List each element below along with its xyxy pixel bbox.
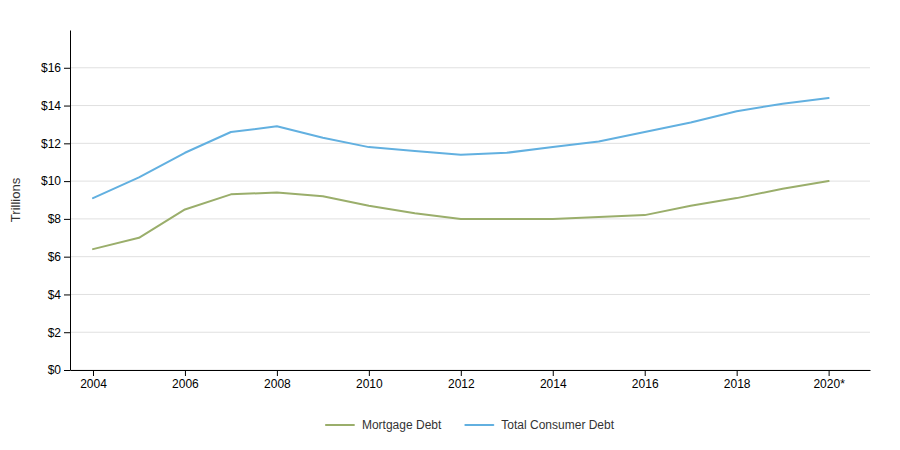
y-tick-label: $14	[41, 99, 61, 113]
y-tick: $14	[41, 99, 70, 113]
y-tick: $0	[48, 363, 70, 377]
plot: 200420062008201020122014201620182020*$0$…	[8, 31, 871, 391]
x-tick: 2020*	[813, 370, 845, 391]
series-line	[93, 181, 829, 249]
grid-line	[70, 294, 870, 295]
y-tick-mark	[64, 143, 70, 144]
y-axis-title: Trillions	[8, 177, 23, 222]
x-tick: 2014	[540, 370, 567, 391]
y-tick-label: $0	[48, 363, 62, 377]
series-group	[93, 98, 829, 249]
y-axis-line	[70, 31, 71, 371]
legend-item: Mortgage Debt	[326, 418, 442, 432]
y-tick-mark	[64, 181, 70, 182]
x-tick-label: 2018	[724, 377, 751, 391]
chart: 200420062008201020122014201620182020*$0$…	[0, 0, 900, 450]
y-tick: $16	[41, 61, 70, 75]
y-tick: $8	[48, 212, 70, 226]
x-tick: 2006	[172, 370, 199, 391]
y-tick-mark	[64, 294, 70, 295]
legend-label: Mortgage Debt	[362, 418, 442, 432]
x-axis-line	[71, 370, 871, 371]
y-axis: $0 $2 $4 $6 $8 $10 $12 $14 $16	[41, 31, 71, 378]
y-tick: $2	[48, 326, 70, 340]
x-tick-label: 2012	[448, 377, 475, 391]
x-tick: 2012	[448, 370, 475, 391]
x-tick: 2010	[356, 370, 383, 391]
legend: Mortgage Debt Total Consumer Debt	[326, 418, 615, 432]
grid-line	[70, 332, 870, 333]
x-tick-label: 2014	[540, 377, 567, 391]
x-tick-mark	[185, 370, 186, 376]
x-tick: 2018	[724, 370, 751, 391]
legend-swatch	[326, 424, 354, 426]
legend-swatch	[465, 424, 493, 426]
y-tick-mark	[64, 106, 70, 107]
x-tick-mark	[461, 370, 462, 376]
x-tick-mark	[93, 370, 94, 376]
y-tick-mark	[64, 332, 70, 333]
y-tick-mark	[64, 257, 70, 258]
grid	[70, 68, 870, 370]
y-tick-mark	[64, 68, 70, 69]
y-tick-label: $4	[48, 288, 62, 302]
grid-line	[70, 256, 870, 257]
y-tick-label: $10	[41, 174, 61, 188]
grid-line	[70, 67, 870, 68]
y-tick-label: $6	[48, 250, 62, 264]
y-tick-label: $2	[48, 326, 62, 340]
grid-line	[70, 370, 870, 371]
x-axis: 2004 2006 2008 2010 2012 2014 2016 2018 2020*	[71, 370, 871, 391]
y-tick-mark	[64, 219, 70, 220]
x-tick-mark	[369, 370, 370, 376]
y-tick: $12	[41, 137, 70, 151]
y-tick-label: $8	[48, 212, 62, 226]
x-tick-label: 2006	[172, 377, 199, 391]
x-tick-mark	[277, 370, 278, 376]
y-tick: $4	[48, 288, 70, 302]
x-tick-mark	[829, 370, 830, 376]
y-tick-label: $16	[41, 61, 61, 75]
x-tick: 2016	[632, 370, 659, 391]
x-tick-label: 2010	[356, 377, 383, 391]
grid-line	[70, 181, 870, 182]
legend-label: Total Consumer Debt	[501, 418, 614, 432]
legend-item: Total Consumer Debt	[465, 418, 614, 432]
y-tick: $10	[41, 174, 70, 188]
x-tick-label: 2020*	[813, 377, 845, 391]
x-tick: 2008	[264, 370, 291, 391]
x-tick-mark	[737, 370, 738, 376]
x-tick: 2004	[80, 370, 107, 391]
grid-line	[70, 105, 870, 106]
y-tick-label: $12	[41, 137, 61, 151]
x-tick-label: 2008	[264, 377, 291, 391]
y-tick-mark	[64, 370, 70, 371]
y-tick: $6	[48, 250, 70, 264]
series-line	[93, 98, 829, 198]
x-tick-mark	[645, 370, 646, 376]
x-tick-mark	[553, 370, 554, 376]
x-tick-label: 2016	[632, 377, 659, 391]
x-tick-label: 2004	[80, 377, 107, 391]
grid-line	[70, 143, 870, 144]
